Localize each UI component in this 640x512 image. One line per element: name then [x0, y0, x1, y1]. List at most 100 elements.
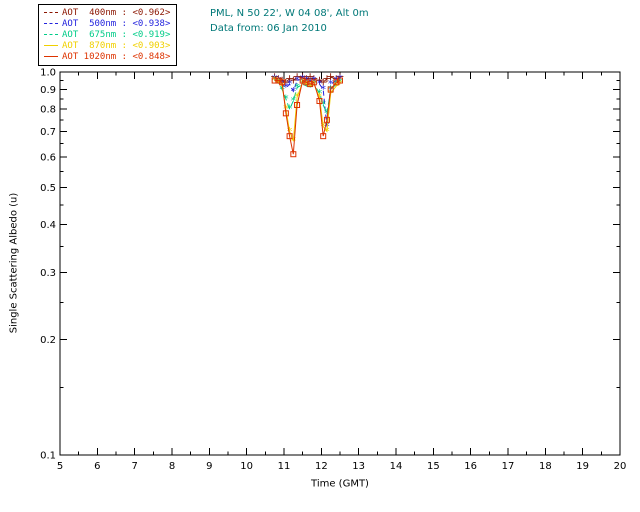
- asterisk-marker: *: [317, 78, 323, 91]
- y-tick-label: 0.3: [40, 268, 56, 279]
- square-marker: [327, 86, 334, 93]
- square-marker: [271, 77, 278, 84]
- x-tick-label: 10: [240, 461, 253, 472]
- x-tick-label: 15: [427, 461, 440, 472]
- legend-row: AOT 500nm : <0.938>: [44, 18, 170, 29]
- chart-legend: AOT 400nm : <0.962> AOT 500nm : <0.938> AO…: [38, 4, 178, 66]
- asterisk-marker: *: [320, 120, 326, 133]
- plus-marker: +: [326, 70, 335, 83]
- square-marker: [294, 102, 301, 109]
- square-marker: [282, 110, 289, 117]
- series-line-aot-1020nm: [274, 79, 341, 155]
- plus-marker: +: [332, 72, 341, 85]
- series-line-aot-675nm: [274, 80, 341, 116]
- asterisk-marker: *: [304, 74, 310, 87]
- square-marker: [337, 77, 343, 84]
- legend-line-sample: [44, 34, 58, 35]
- asterisk-marker: *: [328, 78, 334, 91]
- x-tick-label: 12: [315, 461, 328, 472]
- legend-row: AOT 400nm : <0.962>: [44, 7, 170, 18]
- plus-marker: +: [289, 74, 298, 87]
- asterisk-marker: *: [291, 95, 297, 108]
- legend-line-sample: [44, 45, 58, 46]
- asterisk-marker: *: [334, 74, 340, 87]
- x-tick-label: 6: [94, 461, 100, 472]
- asterisk-marker: *: [283, 103, 289, 116]
- plus-marker: +: [322, 72, 331, 85]
- plus-marker: +: [302, 72, 311, 85]
- legend-label: AOT 500nm : <0.938>: [62, 18, 171, 29]
- asterisk-marker: *: [317, 91, 323, 104]
- y-tick-label: 0.2: [40, 335, 56, 346]
- y-axis-label: Single Scattering Albedo (u): [8, 192, 20, 334]
- asterisk-marker: *: [276, 76, 282, 89]
- legend-label: AOT 400nm : <0.962>: [62, 7, 171, 18]
- square-marker: [307, 81, 314, 88]
- y-tick-label: 0.4: [40, 220, 56, 231]
- square-marker: [290, 151, 297, 158]
- plot-header: PML, N 50 22', W 04 08', Alt 0m Data fro…: [210, 6, 369, 36]
- square-marker: [333, 79, 340, 86]
- plus-marker: +: [285, 72, 294, 85]
- square-marker: [279, 79, 286, 86]
- x-axis-label: Time (GMT): [311, 478, 369, 490]
- asterisk-marker: *: [307, 76, 313, 89]
- x-tick-label: 13: [352, 461, 365, 472]
- asterisk-marker: *: [337, 76, 343, 89]
- asterisk-marker: *: [287, 103, 293, 116]
- square-marker: [320, 133, 327, 140]
- x-tick-label: 18: [539, 461, 552, 472]
- square-marker: [299, 77, 306, 84]
- asterisk-marker: *: [320, 99, 326, 112]
- asterisk-marker: *: [311, 74, 317, 87]
- square-marker: [286, 133, 293, 140]
- plus-marker: +: [281, 75, 290, 88]
- y-tick-label: 0.7: [40, 127, 56, 138]
- y-tick-label: 0.8: [40, 105, 56, 116]
- asterisk-marker: *: [294, 81, 300, 94]
- x-tick-label: 11: [278, 461, 291, 472]
- asterisk-marker: *: [300, 76, 306, 89]
- asterisk-marker: *: [334, 79, 340, 92]
- asterisk-marker: *: [317, 87, 323, 100]
- asterisk-marker: *: [291, 135, 297, 148]
- plus-marker: +: [306, 70, 315, 83]
- legend-row: AOT 1020nm : <0.848>: [44, 51, 170, 62]
- asterisk-marker: *: [324, 125, 330, 138]
- x-tick-label: 14: [390, 461, 403, 472]
- asterisk-marker: *: [324, 107, 330, 120]
- square-marker: [323, 116, 330, 123]
- x-tick-label: 8: [169, 461, 175, 472]
- x-tick-label: 17: [502, 461, 515, 472]
- asterisk-marker: *: [300, 72, 306, 85]
- legend-label: AOT 1020nm : <0.848>: [62, 51, 171, 62]
- asterisk-marker: *: [283, 81, 289, 94]
- x-tick-label: 9: [206, 461, 212, 472]
- y-tick-label: 0.6: [40, 152, 56, 163]
- data-date-text: Data from: 06 Jan 2010: [210, 23, 327, 34]
- asterisk-marker: *: [337, 78, 343, 91]
- y-tick-label: 0.9: [40, 85, 56, 96]
- x-tick-label: 19: [576, 461, 589, 472]
- asterisk-marker: *: [287, 125, 293, 138]
- legend-line-sample: [44, 56, 58, 57]
- site-location-text: PML, N 50 22', W 04 08', Alt 0m: [210, 8, 369, 19]
- asterisk-marker: *: [304, 78, 310, 91]
- asterisk-marker: *: [294, 74, 300, 87]
- legend-row: AOT 675nm : <0.919>: [44, 29, 170, 40]
- asterisk-marker: *: [307, 79, 313, 92]
- y-tick-label: 0.1: [40, 451, 56, 462]
- legend-label: AOT 870nm : <0.903>: [62, 40, 171, 51]
- asterisk-marker: *: [337, 72, 343, 85]
- square-marker: [275, 77, 282, 84]
- square-marker: [316, 98, 323, 105]
- asterisk-marker: *: [294, 91, 300, 104]
- square-marker: [310, 79, 317, 86]
- plus-marker: +: [309, 72, 318, 85]
- y-tick-label: 1.0: [40, 68, 56, 79]
- plus-marker: +: [292, 70, 301, 83]
- x-tick-label: 20: [614, 461, 627, 472]
- asterisk-marker: *: [304, 79, 310, 92]
- plus-marker: +: [298, 70, 307, 83]
